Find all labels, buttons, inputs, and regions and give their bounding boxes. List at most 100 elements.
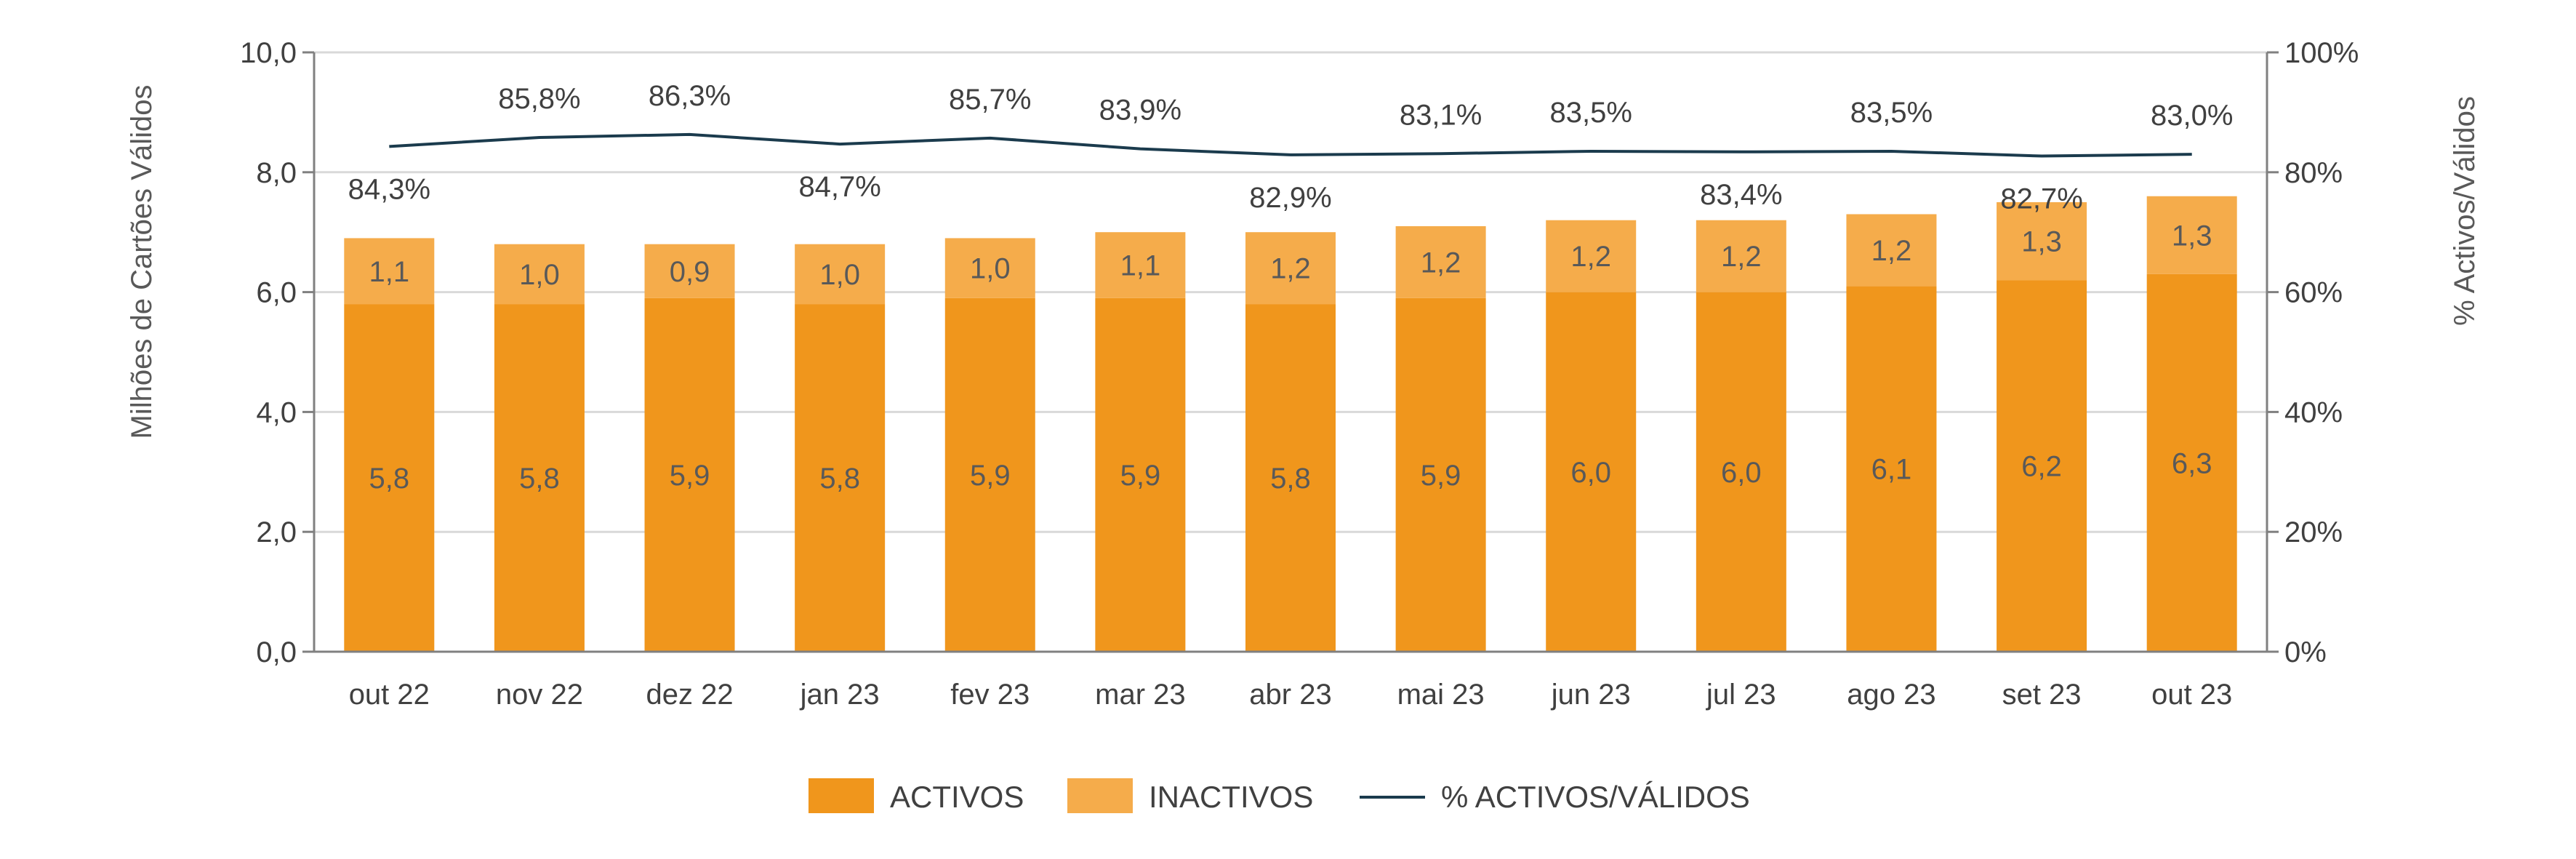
pct-label: 83,5%: [1550, 97, 1632, 129]
pct-line: [389, 132, 2192, 158]
bar-label-activos: 6,0: [1570, 457, 1611, 489]
bars: [344, 196, 2237, 652]
bar-inactivos: [1245, 232, 1336, 305]
bar-inactivos: [1696, 220, 1786, 292]
bar-label-inactivos: 0,9: [670, 256, 710, 288]
x-tick-label: abr 23: [1249, 679, 1331, 711]
bar-label-activos: 5,9: [670, 460, 710, 492]
bar-inactivos: [1095, 232, 1186, 298]
bar-label-activos: 5,9: [970, 460, 1011, 492]
x-tick-label: out 22: [349, 679, 430, 711]
bar-inactivos: [795, 244, 886, 305]
y-tick-label: 8,0: [256, 157, 297, 189]
bar-label-inactivos: 1,3: [2021, 226, 2062, 258]
pct-label: 83,0%: [2151, 100, 2233, 132]
bar-activos: [1095, 297, 1186, 652]
pct-label: 83,9%: [1099, 95, 1181, 127]
bar-label-inactivos: 1,2: [1871, 235, 1912, 267]
bar-activos: [1997, 280, 2087, 652]
pct-label: 84,7%: [798, 171, 880, 203]
bar-label-inactivos: 1,1: [1120, 250, 1161, 282]
bar-label-activos: 6,3: [2172, 447, 2212, 479]
y-tick-label: 0,0: [256, 636, 297, 668]
bar-activos: [1846, 286, 1937, 652]
legend-label-activos: ACTIVOS: [890, 780, 1024, 814]
x-tick-label: jul 23: [1706, 679, 1776, 711]
legend-label-inactivos: INACTIVOS: [1149, 780, 1313, 814]
y-tick-label: 10,0: [240, 37, 297, 69]
bar-inactivos: [2146, 196, 2237, 274]
bar-inactivos: [494, 244, 585, 305]
x-tick-label: nov 22: [496, 679, 583, 711]
pct-label: 82,7%: [2000, 183, 2082, 215]
y2-tick-label: 60%: [2284, 277, 2343, 309]
bar-activos: [1546, 292, 1637, 652]
bar-activos: [795, 304, 886, 652]
bar-label-activos: 5,9: [1421, 460, 1461, 492]
legend-swatch-activos: [808, 778, 874, 813]
y2-tick-label: 0%: [2284, 636, 2327, 668]
bar-inactivos: [944, 238, 1035, 298]
x-tick-label: dez 22: [646, 679, 733, 711]
y-axis-title: Milhões de Cartões Válidos: [126, 85, 158, 439]
bar-label-activos: 5,9: [1120, 460, 1161, 492]
pct-label: 85,7%: [949, 84, 1031, 116]
x-tick-label: jun 23: [1551, 679, 1631, 711]
pct-label: 85,8%: [498, 83, 580, 115]
x-tick-label: set 23: [2002, 679, 2082, 711]
x-tick-label: jan 23: [800, 679, 880, 711]
y-tick-label: 4,0: [256, 396, 297, 428]
axes: 0,0 2,0 4,0 6,0 8,0 10,0 0% 20% 40% 60% 80% 100% out…: [240, 37, 2359, 711]
bar-activos: [644, 297, 735, 652]
bar-label-activos: 5,8: [519, 463, 560, 495]
bar-label-activos: 5,8: [819, 463, 860, 495]
bar-label-inactivos: 1,2: [1270, 253, 1311, 285]
bar-label-inactivos: 1,0: [519, 259, 560, 291]
y-tick-label: 6,0: [256, 277, 297, 309]
legend-swatch-inactivos: [1067, 778, 1133, 813]
bar-label-activos: 5,8: [1270, 463, 1311, 495]
bar-label-inactivos: 1,1: [369, 256, 410, 288]
bar-activos: [494, 304, 585, 652]
y2-tick-label: 100%: [2284, 37, 2359, 69]
pct-label: 82,9%: [1249, 182, 1331, 214]
y-tick-label: 2,0: [256, 516, 297, 548]
bar-activos: [1245, 304, 1336, 652]
pct-label: 86,3%: [649, 80, 731, 112]
bar-inactivos: [1997, 202, 2087, 281]
x-tick-label: ago 23: [1847, 679, 1935, 711]
bar-activos: [2146, 273, 2237, 652]
pct-label: 83,1%: [1400, 99, 1482, 131]
pct-line-group: [389, 132, 2192, 158]
legend-label-pct: % ACTIVOS/VÁLIDOS: [1441, 780, 1750, 814]
bar-label-inactivos: 1,2: [1721, 241, 1762, 273]
x-tick-label: mai 23: [1397, 679, 1485, 711]
bar-label-activos: 6,0: [1721, 457, 1762, 489]
bar-label-activos: 6,1: [1871, 454, 1912, 486]
bar-activos: [1696, 292, 1786, 652]
bar-activos: [1395, 297, 1486, 652]
bar-inactivos: [1546, 220, 1637, 292]
bar-inactivos: [644, 244, 735, 298]
bar-activos: [944, 297, 1035, 652]
x-tick-label: fev 23: [950, 679, 1030, 711]
x-tick-label: mar 23: [1095, 679, 1186, 711]
bar-inactivos: [344, 238, 435, 305]
bar-label-inactivos: 1,0: [970, 253, 1011, 285]
y2-tick-label: 20%: [2284, 516, 2343, 548]
pct-label: 84,3%: [348, 173, 430, 205]
bar-label-inactivos: 1,0: [819, 259, 860, 291]
pct-label: 83,4%: [1700, 179, 1782, 211]
bar-inactivos: [1846, 214, 1937, 287]
x-tick-label: out 23: [2151, 679, 2232, 711]
bar-inactivos: [1395, 225, 1486, 298]
y2-axis-title: % Activos/Válidos: [2449, 96, 2481, 326]
y2-tick-label: 40%: [2284, 396, 2343, 428]
data-labels: 5,8 1,1 5,8 1,0 5,9 0,9 5,8 1,0 5,9 1,0 5,9 1,1 5,8 1…: [348, 80, 2234, 495]
bar-label-activos: 5,8: [369, 463, 410, 495]
y2-tick-label: 80%: [2284, 157, 2343, 189]
bar-label-inactivos: 1,2: [1570, 241, 1611, 273]
pct-label: 83,5%: [1850, 97, 1933, 129]
bar-activos: [344, 304, 435, 652]
bar-label-inactivos: 1,2: [1421, 247, 1461, 279]
